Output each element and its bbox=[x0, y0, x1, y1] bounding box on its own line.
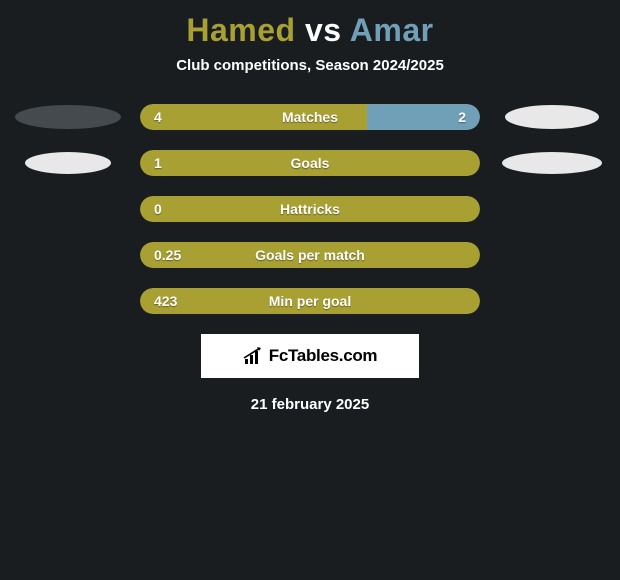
stat-row: Matches 4 2 bbox=[0, 104, 620, 130]
stats-container: Matches 4 2 Goals 1 Hattricks 0 Goals per match… bbox=[0, 104, 620, 314]
brand-logo: FcTables.com bbox=[201, 334, 419, 378]
stat-value-left: 423 bbox=[154, 293, 177, 309]
bar-track: Goals 1 bbox=[140, 150, 480, 176]
left-slot bbox=[8, 152, 128, 174]
left-slot bbox=[8, 105, 128, 129]
stat-value-left: 1 bbox=[154, 155, 162, 171]
player2-name: Amar bbox=[350, 12, 434, 48]
stat-value-left: 4 bbox=[154, 109, 162, 125]
bar-track: Matches 4 2 bbox=[140, 104, 480, 130]
bar-track: Goals per match 0.25 bbox=[140, 242, 480, 268]
stat-label: Matches bbox=[282, 109, 338, 125]
right-slot bbox=[492, 105, 612, 129]
stat-row: Goals 1 bbox=[0, 150, 620, 176]
right-ellipse bbox=[505, 105, 599, 129]
stat-label: Min per goal bbox=[269, 293, 351, 309]
comparison-title: Hamed vs Amar bbox=[0, 0, 620, 49]
stat-row: Goals per match 0.25 bbox=[0, 242, 620, 268]
stat-value-right: 2 bbox=[458, 109, 466, 125]
bars-chart-icon bbox=[243, 347, 265, 365]
date-label: 21 february 2025 bbox=[0, 396, 620, 413]
stat-row: Hattricks 0 bbox=[0, 196, 620, 222]
stat-value-left: 0 bbox=[154, 201, 162, 217]
stat-label: Goals per match bbox=[255, 247, 365, 263]
right-slot bbox=[492, 152, 612, 174]
stat-label: Hattricks bbox=[280, 201, 340, 217]
right-ellipse bbox=[502, 152, 602, 174]
stat-row: Min per goal 423 bbox=[0, 288, 620, 314]
bar-track: Min per goal 423 bbox=[140, 288, 480, 314]
left-ellipse bbox=[15, 105, 121, 129]
stat-label: Goals bbox=[291, 155, 330, 171]
stat-value-left: 0.25 bbox=[154, 247, 181, 263]
brand-text: FcTables.com bbox=[269, 346, 378, 366]
bar-track: Hattricks 0 bbox=[140, 196, 480, 222]
player1-name: Hamed bbox=[186, 12, 295, 48]
subtitle: Club competitions, Season 2024/2025 bbox=[0, 57, 620, 74]
left-ellipse bbox=[25, 152, 111, 174]
vs-label: vs bbox=[305, 12, 342, 48]
